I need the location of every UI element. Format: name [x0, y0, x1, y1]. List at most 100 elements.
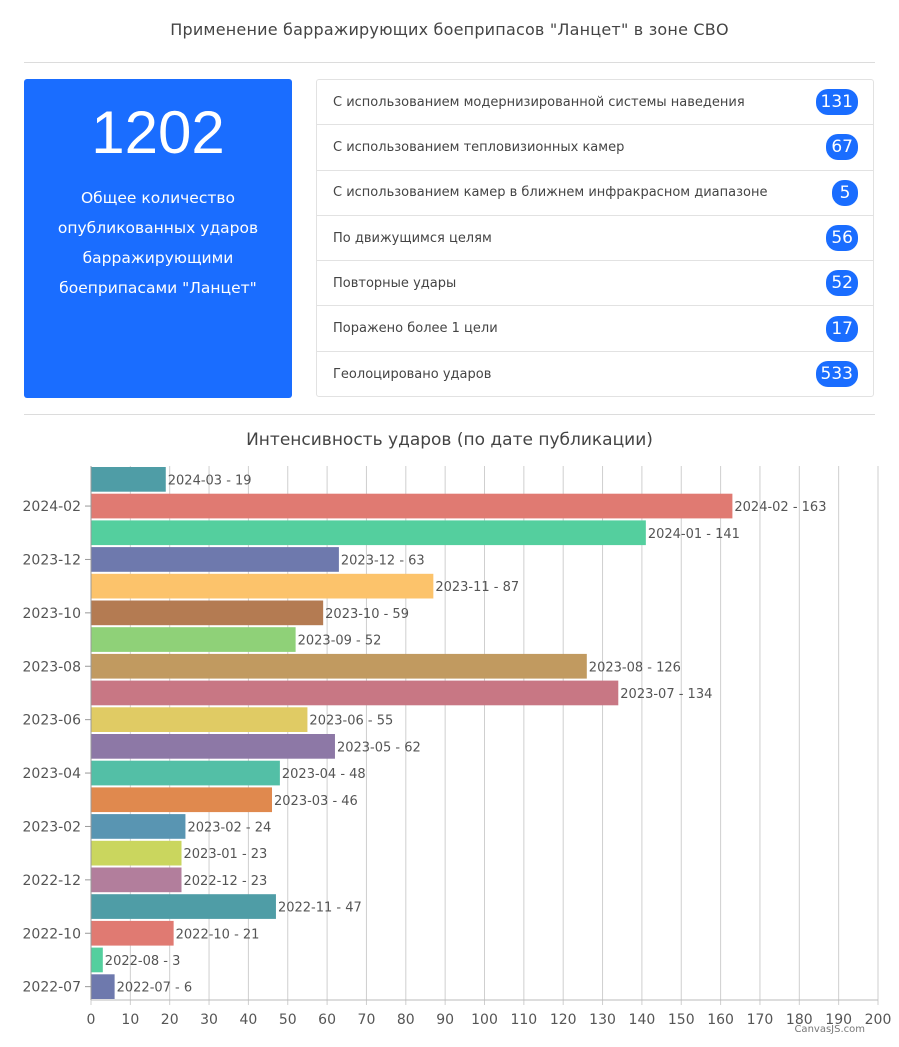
data-label: 2023-11 - 87 [435, 580, 519, 595]
y-tick-label: 2023-10 [23, 606, 82, 622]
chart-credit[interactable]: CanvasJS.com [794, 1024, 865, 1035]
data-label: 2022-11 - 47 [278, 901, 362, 916]
data-label: 2023-04 - 48 [282, 767, 366, 782]
bar [91, 974, 115, 999]
bar [91, 627, 296, 652]
x-tick-label: 60 [318, 1012, 336, 1028]
data-label: 2024-01 - 141 [648, 527, 740, 542]
stat-badge: 5 [832, 179, 858, 206]
stat-badge: 131 [815, 89, 858, 116]
stat-badge: 533 [815, 361, 858, 388]
bar [91, 920, 174, 946]
bar [91, 760, 280, 786]
total-strikes-card: 1202 Общее количество опубликованных уда… [24, 79, 292, 398]
y-tick-label: 2023-04 [23, 766, 82, 782]
data-label: 2024-02 - 163 [734, 500, 826, 515]
x-tick-label: 90 [436, 1012, 454, 1028]
stat-badge: 17 [826, 315, 858, 342]
x-tick-label: 120 [550, 1012, 577, 1028]
bar [91, 493, 733, 519]
bar [91, 787, 273, 813]
data-label: 2022-08 - 3 [105, 954, 181, 969]
data-label: 2023-01 - 23 [184, 847, 268, 862]
stat-label: По движущимся целям [333, 230, 492, 246]
top-divider [24, 62, 875, 63]
y-tick-label: 2022-10 [23, 926, 82, 942]
data-label: 2023-05 - 62 [337, 740, 421, 755]
x-tick-label: 20 [161, 1012, 179, 1028]
y-tick-label: 2022-07 [23, 980, 82, 996]
stat-label: С использованием модернизированной систе… [333, 94, 745, 110]
data-label: 2022-07 - 6 [117, 981, 193, 996]
bar [91, 600, 324, 626]
stat-row-multi-target: Поражено более 1 цели 17 [317, 306, 873, 352]
total-strikes-label: Общее количество опубликованных ударов б… [57, 189, 259, 297]
y-tick-label: 2022-12 [23, 873, 82, 889]
bar [91, 520, 646, 546]
bar [91, 867, 182, 893]
x-tick-label: 200 [865, 1012, 892, 1028]
stat-label: Повторные удары [333, 275, 457, 291]
total-strikes-value: 1202 [91, 99, 225, 166]
bar [91, 547, 339, 572]
middle-divider [24, 414, 875, 415]
bar [91, 840, 182, 866]
x-tick-label: 50 [279, 1012, 297, 1028]
data-label: 2023-06 - 55 [309, 714, 393, 729]
bar [91, 894, 276, 919]
bar [91, 573, 434, 599]
stat-badge: 56 [826, 225, 858, 252]
x-tick-label: 170 [747, 1012, 774, 1028]
stat-label: Геолоцировано ударов [333, 366, 492, 382]
stat-row-repeat: Повторные удары 52 [317, 261, 873, 307]
bar [91, 947, 103, 973]
stat-row-guidance: С использованием модернизированной систе… [317, 80, 873, 126]
data-label: 2022-10 - 21 [176, 927, 260, 942]
x-tick-label: 30 [200, 1012, 218, 1028]
x-tick-label: 0 [87, 1012, 96, 1028]
x-tick-label: 10 [121, 1012, 139, 1028]
bar [91, 653, 587, 679]
data-label: 2023-12 - 63 [341, 553, 425, 568]
bar [91, 734, 335, 759]
x-tick-label: 100 [471, 1012, 498, 1028]
bar [91, 707, 308, 732]
data-label: 2023-02 - 24 [187, 820, 271, 835]
bar [91, 680, 619, 706]
stat-label: С использованием камер в ближнем инфракр… [333, 185, 768, 201]
data-label: 2023-10 - 59 [325, 607, 409, 622]
bar [91, 814, 186, 839]
y-tick-label: 2023-06 [23, 713, 82, 729]
x-tick-label: 190 [825, 1012, 852, 1028]
stat-badge: 52 [826, 270, 858, 297]
data-label: 2024-03 - 19 [168, 473, 252, 488]
data-label: 2023-07 - 134 [620, 687, 712, 702]
y-tick-label: 2023-08 [23, 659, 82, 675]
page-title: Применение барражирующих боеприпасов "Ла… [170, 20, 729, 39]
x-tick-label: 150 [668, 1012, 695, 1028]
y-tick-label: 2023-12 [23, 552, 82, 568]
bar [91, 467, 166, 492]
x-tick-label: 180 [786, 1012, 813, 1028]
x-tick-label: 110 [510, 1012, 537, 1028]
stat-row-nir: С использованием камер в ближнем инфракр… [317, 171, 873, 216]
stat-label: Поражено более 1 цели [333, 321, 498, 337]
stat-label: С использованием тепловизионных камер [333, 139, 625, 155]
x-tick-label: 140 [629, 1012, 656, 1028]
x-tick-label: 130 [589, 1012, 616, 1028]
y-tick-label: 2024-02 [23, 499, 82, 515]
stat-row-geolocated: Геолоцировано ударов 533 [317, 352, 873, 397]
data-label: 2022-12 - 23 [184, 874, 268, 889]
x-tick-label: 70 [358, 1012, 376, 1028]
chart-title: Интенсивность ударов (по дате публикации… [246, 430, 653, 450]
stats-list: С использованием модернизированной систе… [316, 79, 874, 397]
data-label: 2023-09 - 52 [298, 634, 382, 649]
stat-row-thermal: С использованием тепловизионных камер 67 [317, 125, 873, 171]
y-tick-label: 2023-02 [23, 819, 82, 835]
stat-row-moving: По движущимся целям 56 [317, 216, 873, 262]
x-tick-label: 40 [239, 1012, 257, 1028]
data-label: 2023-03 - 46 [274, 794, 358, 809]
stat-badge: 67 [826, 134, 858, 161]
x-tick-label: 160 [707, 1012, 734, 1028]
